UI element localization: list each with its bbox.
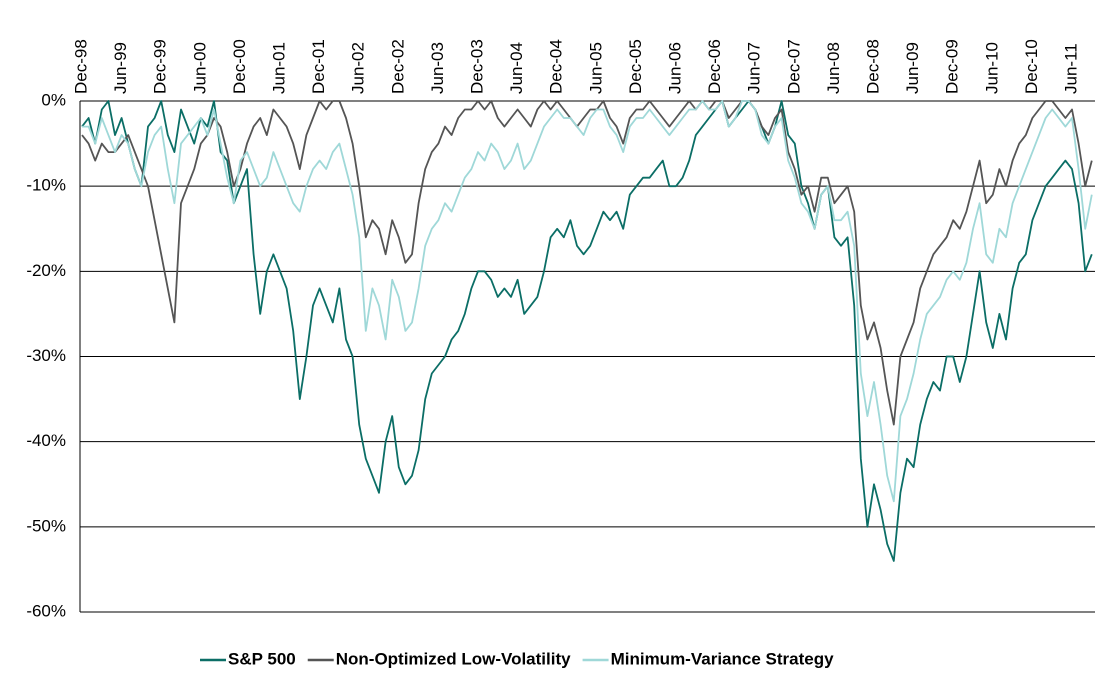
series-line — [82, 100, 1093, 503]
series-line — [81, 100, 1093, 562]
x-tick-label: Dec-02 — [388, 39, 407, 94]
legend-label: Minimum-Variance Strategy — [611, 649, 835, 668]
x-tick-label: Dec-09 — [943, 39, 962, 94]
legend-label: S&P 500 — [228, 649, 296, 668]
legend: S&P 500 Non-Optimized Low-Volatility Minim… — [200, 649, 834, 668]
x-tick-label: Dec-04 — [547, 39, 566, 94]
y-tick-label: -20% — [26, 261, 66, 280]
legend-label: Non-Optimized Low-Volatility — [336, 649, 571, 668]
y-tick-label: -60% — [26, 601, 66, 620]
x-tick-label: Jun-06 — [665, 42, 684, 94]
x-tick-label: Dec-98 — [71, 39, 90, 94]
x-tick-label: Dec-05 — [626, 39, 645, 94]
x-tick-label: Dec-99 — [151, 39, 170, 94]
x-tick-label: Jun-01 — [269, 42, 288, 94]
x-tick-label: Dec-01 — [309, 39, 328, 94]
y-tick-label: -10% — [26, 176, 66, 195]
y-tick-label: 0% — [41, 90, 66, 109]
y-tick-label: -50% — [26, 516, 66, 535]
x-tick-label: Dec-08 — [863, 39, 882, 94]
series-line — [81, 100, 1093, 426]
x-tick-label: Jun-08 — [824, 42, 843, 94]
y-tick-label: -40% — [26, 431, 66, 450]
x-tick-label: Dec-00 — [230, 39, 249, 94]
x-tick-label: Dec-07 — [784, 39, 803, 94]
x-tick-label: Jun-99 — [111, 42, 130, 94]
x-tick-label: Dec-06 — [705, 39, 724, 94]
x-tick-label: Jun-02 — [349, 42, 368, 94]
x-tick-label: Dec-10 — [1022, 39, 1041, 94]
x-tick-label: Jun-03 — [428, 42, 447, 94]
x-tick-label: Jun-11 — [1061, 43, 1080, 94]
x-tick-label: Dec-03 — [467, 39, 486, 94]
y-tick-label: -30% — [26, 346, 66, 365]
x-tick-label: Jun-10 — [982, 42, 1001, 94]
x-tick-label: Jun-09 — [903, 42, 922, 94]
x-tick-label: Jun-07 — [745, 42, 764, 94]
x-tick-label: Jun-05 — [586, 42, 605, 94]
x-tick-label: Jun-04 — [507, 42, 526, 94]
x-tick-label: Jun-00 — [190, 42, 209, 94]
